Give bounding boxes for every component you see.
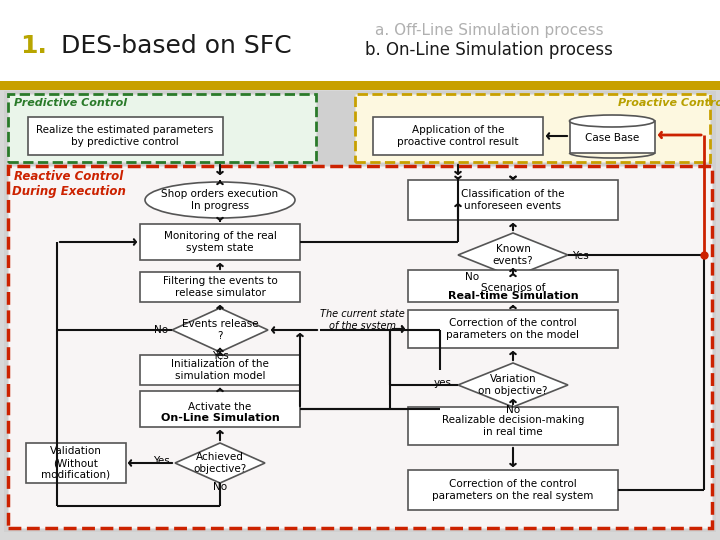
Text: Filtering the events to
release simulator: Filtering the events to release simulato… xyxy=(163,276,277,298)
Text: No: No xyxy=(154,325,168,335)
Text: b. On-Line Simulation process: b. On-Line Simulation process xyxy=(365,41,613,59)
Bar xyxy=(8,166,712,528)
Text: Shop orders execution
In progress: Shop orders execution In progress xyxy=(161,189,279,211)
Bar xyxy=(0,0,720,82)
Polygon shape xyxy=(458,233,568,277)
Polygon shape xyxy=(175,443,265,483)
Text: Activate the: Activate the xyxy=(189,402,251,412)
Text: Monitoring of the real
system state: Monitoring of the real system state xyxy=(163,231,276,253)
Bar xyxy=(28,117,223,155)
Bar xyxy=(408,407,618,445)
Bar xyxy=(140,391,300,427)
Bar xyxy=(0,81,720,90)
Bar xyxy=(4,91,716,532)
Text: Initialization of the
simulation model: Initialization of the simulation model xyxy=(171,359,269,381)
Bar xyxy=(140,355,300,385)
Bar xyxy=(408,470,618,510)
Text: Yes: Yes xyxy=(572,251,589,261)
Polygon shape xyxy=(458,363,568,407)
Text: Events release
?: Events release ? xyxy=(181,319,258,341)
Text: Known
events?: Known events? xyxy=(492,244,534,266)
Ellipse shape xyxy=(570,115,654,127)
Text: No: No xyxy=(213,482,227,492)
Text: Classification of the
unforeseen events: Classification of the unforeseen events xyxy=(462,189,564,211)
Bar xyxy=(140,272,300,302)
Text: yes: yes xyxy=(434,378,452,388)
Text: Reactive Control
During Execution: Reactive Control During Execution xyxy=(12,170,126,198)
Text: Variation
on objective?: Variation on objective? xyxy=(478,374,548,396)
Text: Predictive Control: Predictive Control xyxy=(14,98,127,108)
Text: Scenarios of: Scenarios of xyxy=(481,283,545,293)
Text: 1.: 1. xyxy=(20,34,47,58)
Text: DES-based on SFC: DES-based on SFC xyxy=(45,34,292,58)
Text: Realize the estimated parameters
by predictive control: Realize the estimated parameters by pred… xyxy=(36,125,214,147)
Bar xyxy=(140,224,300,260)
Text: a. Off-Line Simulation process: a. Off-Line Simulation process xyxy=(375,24,603,38)
Text: Case Base: Case Base xyxy=(585,133,639,143)
Text: Realizable decision-making
in real time: Realizable decision-making in real time xyxy=(442,415,584,437)
Bar xyxy=(355,94,710,162)
Text: Achieved
objective?: Achieved objective? xyxy=(194,452,247,474)
Polygon shape xyxy=(172,308,268,352)
Text: The current state
of the system: The current state of the system xyxy=(320,309,405,331)
Text: Yes: Yes xyxy=(153,456,170,466)
Bar xyxy=(373,117,543,155)
Text: Yes: Yes xyxy=(212,351,228,361)
Bar xyxy=(26,443,126,483)
Text: Correction of the control
parameters on the model: Correction of the control parameters on … xyxy=(446,318,580,340)
Ellipse shape xyxy=(145,182,295,218)
Bar xyxy=(570,121,655,153)
Text: Application of the
proactive control result: Application of the proactive control res… xyxy=(397,125,518,147)
Bar xyxy=(8,94,316,162)
Bar xyxy=(408,180,618,220)
Bar xyxy=(408,310,618,348)
Bar xyxy=(408,270,618,302)
Text: No: No xyxy=(465,272,479,282)
Text: Proactive Control: Proactive Control xyxy=(618,98,720,108)
Text: On-Line Simulation: On-Line Simulation xyxy=(161,413,279,423)
Text: No: No xyxy=(506,405,520,415)
Text: Real-time Simulation: Real-time Simulation xyxy=(448,291,578,301)
Text: Correction of the control
parameters on the real system: Correction of the control parameters on … xyxy=(432,479,594,501)
Text: Validation
(Without
modification): Validation (Without modification) xyxy=(42,447,111,480)
